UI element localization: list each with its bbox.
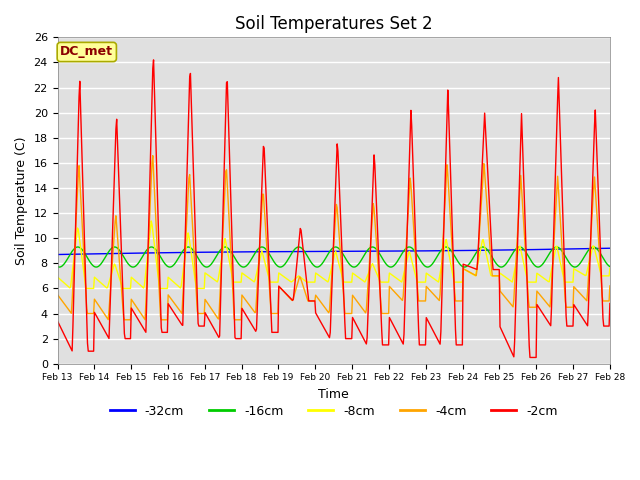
-8cm [54, 274, 61, 280]
-4cm [178, 311, 186, 316]
Line: -2cm: -2cm [58, 60, 610, 358]
-32cm [63, 252, 71, 257]
-2cm [402, 282, 410, 288]
-32cm [177, 250, 184, 255]
Text: DC_met: DC_met [60, 46, 113, 59]
-2cm [63, 338, 71, 344]
-4cm [606, 283, 614, 289]
-4cm [122, 317, 129, 323]
-16cm [63, 256, 71, 262]
-2cm [54, 318, 61, 324]
-16cm [120, 255, 128, 261]
-32cm [417, 248, 425, 254]
Y-axis label: Soil Temperature (C): Soil Temperature (C) [15, 136, 28, 265]
-2cm [177, 321, 185, 326]
-8cm [606, 265, 614, 271]
-32cm [606, 245, 614, 251]
-8cm [403, 260, 410, 266]
Line: -4cm: -4cm [58, 156, 610, 320]
-32cm [120, 251, 128, 256]
-8cm [419, 279, 426, 285]
X-axis label: Time: Time [318, 388, 349, 401]
-4cm [419, 298, 426, 304]
Line: -16cm: -16cm [58, 247, 610, 267]
-4cm [63, 305, 71, 311]
-4cm [403, 240, 410, 246]
-4cm [120, 317, 128, 323]
-8cm [82, 286, 90, 291]
-16cm [258, 244, 266, 250]
-4cm [149, 153, 157, 158]
-8cm [207, 275, 215, 280]
-16cm [606, 264, 614, 269]
Line: -8cm: -8cm [58, 221, 610, 288]
-8cm [63, 283, 71, 289]
-16cm [177, 252, 184, 258]
-4cm [54, 292, 61, 298]
-8cm [147, 218, 155, 224]
-2cm [418, 342, 426, 348]
-32cm [401, 248, 408, 254]
-16cm [54, 264, 61, 269]
-32cm [206, 249, 214, 255]
Line: -32cm: -32cm [58, 248, 610, 254]
-2cm [526, 355, 534, 360]
-8cm [178, 277, 186, 283]
-16cm [403, 245, 410, 251]
Title: Soil Temperatures Set 2: Soil Temperatures Set 2 [235, 15, 433, 33]
-8cm [122, 286, 129, 291]
-32cm [54, 252, 61, 257]
-2cm [150, 57, 157, 63]
-2cm [120, 331, 128, 336]
-2cm [207, 319, 214, 325]
-4cm [207, 306, 215, 312]
-16cm [276, 264, 284, 270]
-16cm [419, 261, 426, 266]
Legend: -32cm, -16cm, -8cm, -4cm, -2cm: -32cm, -16cm, -8cm, -4cm, -2cm [104, 400, 563, 423]
-16cm [206, 263, 214, 269]
-2cm [606, 300, 614, 306]
